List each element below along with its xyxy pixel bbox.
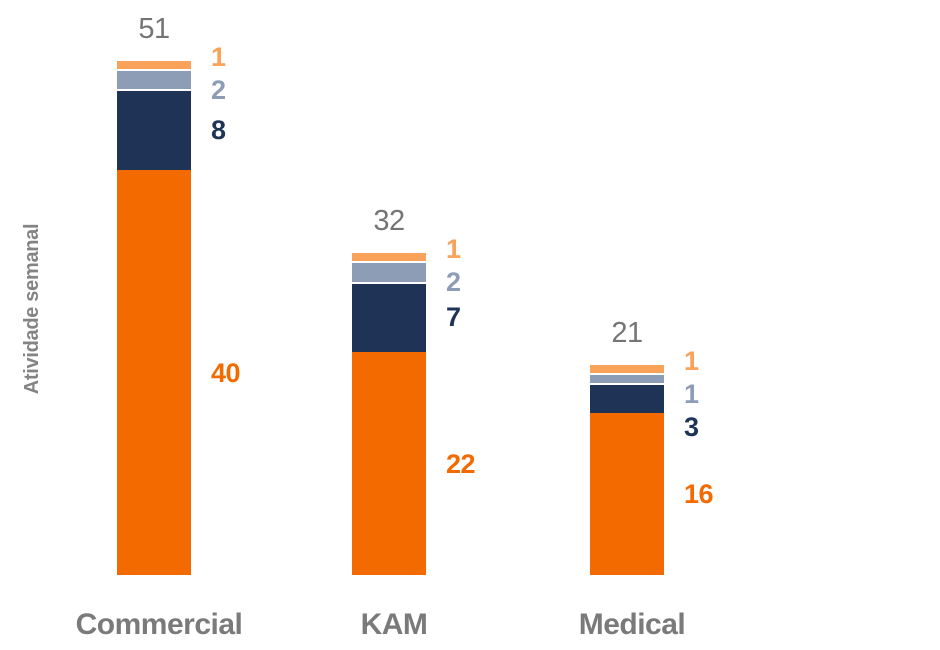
segment-value-label: 7 <box>446 302 461 332</box>
x-axis-category-label: KAM <box>360 608 428 641</box>
bar-segment-light-orange <box>117 59 191 70</box>
bar-segment-navy <box>352 281 426 353</box>
bar-total-label: 51 <box>138 13 170 45</box>
segment-value-label: 2 <box>211 75 226 105</box>
bar-total-label: 21 <box>611 316 643 349</box>
bar-segment-orange-base <box>117 170 191 575</box>
bar-segment-orange-base <box>590 413 664 575</box>
bar-segment-slate-gray <box>117 69 191 90</box>
bar-segment-light-orange <box>590 362 664 373</box>
segment-value-label: 1 <box>211 42 226 72</box>
x-axis-category-label: Commercial <box>75 608 243 641</box>
x-axis-category-label: Medical <box>578 608 686 641</box>
segment-value-label: 1 <box>684 345 699 376</box>
bar-segment-slate-gray <box>590 372 664 383</box>
bar-segment-navy <box>117 89 191 171</box>
segment-value-label: 2 <box>446 267 461 298</box>
bar-segment-light-orange <box>352 251 426 262</box>
segment-value-label: 1 <box>684 378 699 409</box>
bar-total-label: 32 <box>373 205 405 238</box>
segment-value-label: 40 <box>211 357 241 388</box>
segment-value-label: 16 <box>684 479 714 510</box>
segment-value-label: 3 <box>684 411 699 442</box>
segment-value-label: 22 <box>446 448 476 479</box>
bar-segment-slate-gray <box>352 261 426 282</box>
segment-value-label: 1 <box>446 234 461 265</box>
bar-segment-navy <box>590 382 664 414</box>
segment-value-label: 8 <box>211 114 226 145</box>
bar-segment-orange-base <box>352 352 426 575</box>
